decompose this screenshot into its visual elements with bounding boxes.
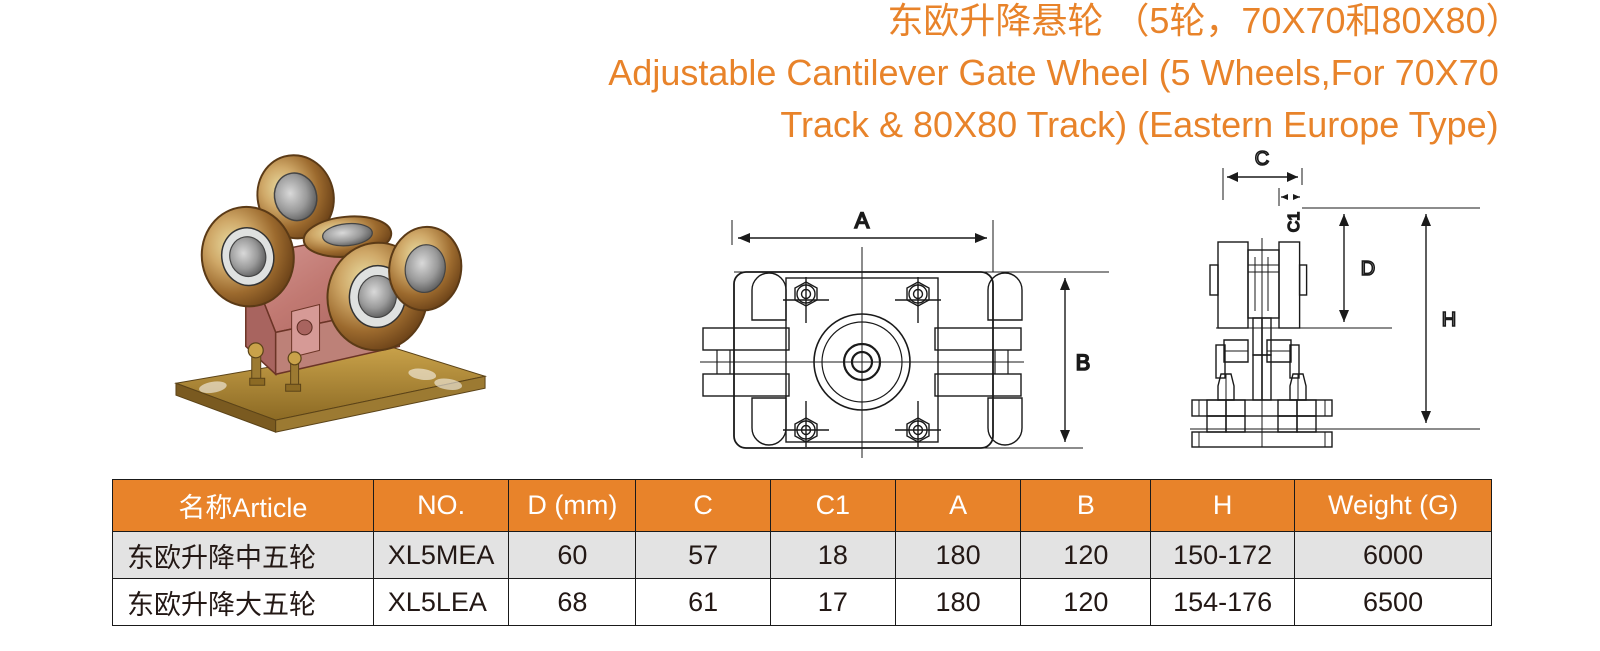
- svg-text:D: D: [1361, 258, 1375, 280]
- svg-text:B: B: [1076, 350, 1091, 375]
- svg-text:H: H: [1442, 309, 1456, 331]
- svg-text:C: C: [1255, 148, 1269, 170]
- svg-text:C1: C1: [1286, 212, 1303, 233]
- svg-text:A: A: [855, 208, 870, 233]
